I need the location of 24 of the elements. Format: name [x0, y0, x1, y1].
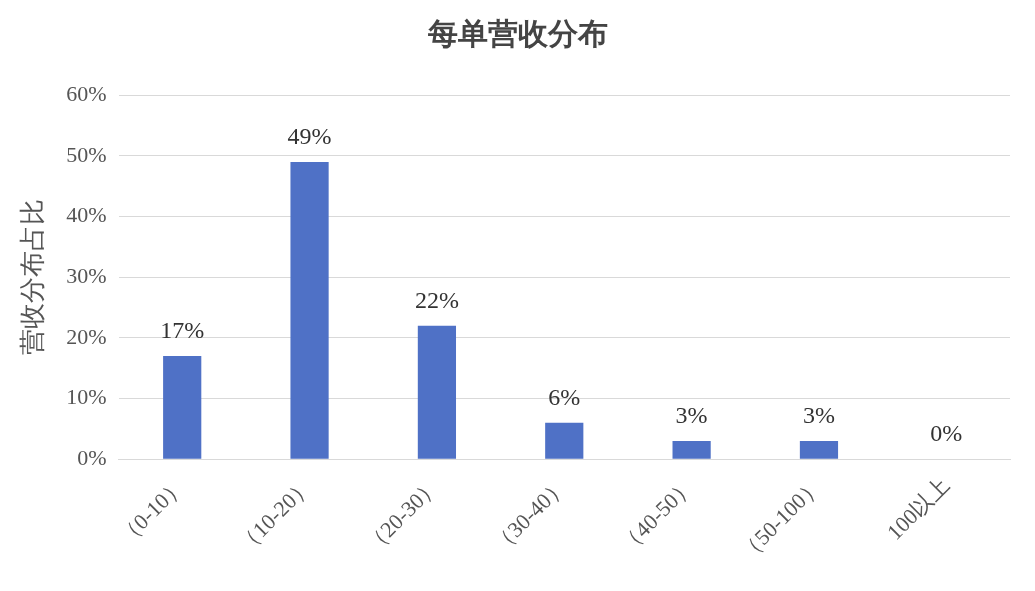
data-label: 49% [287, 123, 332, 150]
bar [417, 325, 457, 459]
data-label: 17% [160, 317, 205, 344]
data-label: 3% [675, 402, 708, 429]
data-label: 6% [548, 384, 581, 411]
y-tick-label: 60% [66, 80, 107, 106]
data-label: 22% [414, 287, 459, 313]
bar [799, 440, 839, 459]
y-tick-label: 0% [77, 444, 107, 470]
y-tick-label: 10% [66, 384, 107, 410]
y-axis-title: 营收分布占比 [17, 199, 48, 356]
y-tick-label: 30% [66, 262, 107, 288]
x-tick-label: 100以上 [881, 472, 954, 545]
x-tick-label: （0-10） [112, 472, 190, 550]
y-tick-label: 40% [66, 202, 107, 228]
bar [545, 422, 584, 459]
bar [163, 356, 202, 459]
bar [672, 440, 711, 459]
data-label: 0% [930, 420, 963, 447]
data-label: 3% [802, 402, 835, 429]
chart-title: 每单营收分布 [426, 15, 609, 53]
bar [290, 161, 329, 459]
y-tick-label: 20% [66, 323, 107, 349]
y-tick-label: 50% [66, 141, 107, 167]
